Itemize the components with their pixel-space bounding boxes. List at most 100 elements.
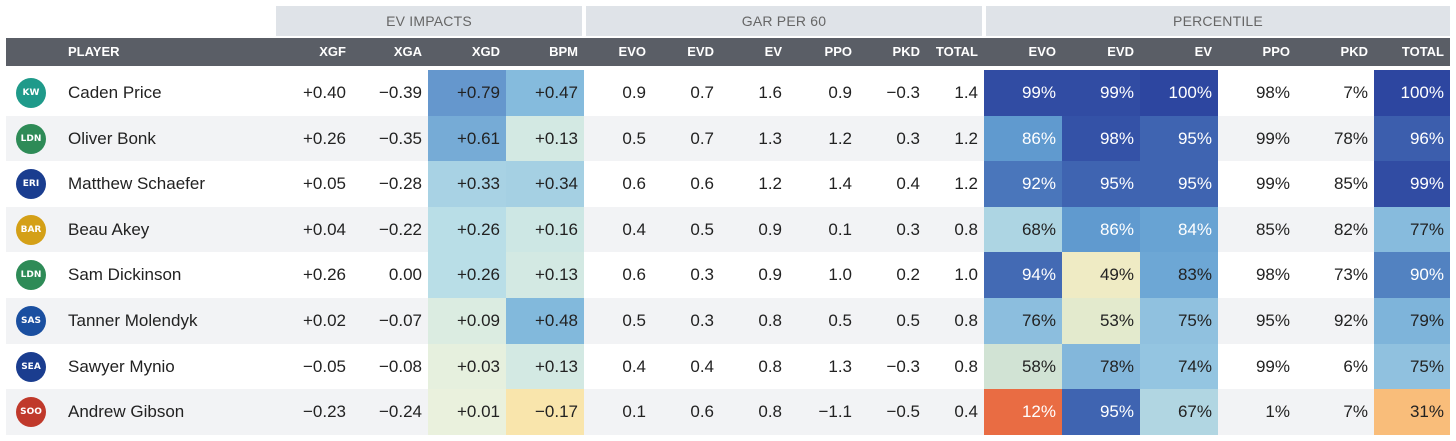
cell-gar-ppo: 1.3 <box>828 356 852 376</box>
cell-xgf: +0.04 <box>302 219 346 239</box>
cell-gar-ev: 1.6 <box>758 83 782 102</box>
cell-xga: −0.22 <box>378 219 422 239</box>
cell-xgf: +0.05 <box>302 174 346 194</box>
team-logo-icon: SAS <box>16 306 46 336</box>
column-header-player: PLAYER <box>68 44 120 59</box>
table-row: KW Caden Price +0.40 −0.39 +0.79 +0.47 0.9 0.7 1… <box>6 70 1450 116</box>
team-logo-icon: LDN <box>16 260 46 291</box>
cell-pct-evd: 49% <box>1062 252 1140 298</box>
cell-player: Oliver Bonk <box>68 128 156 148</box>
cell-gar-pkd: −0.5 <box>886 402 920 422</box>
cell-gar-ppo: 1.2 <box>828 128 852 148</box>
cell-bpm: +0.34 <box>506 161 584 207</box>
cell-player: Sawyer Mynio <box>68 356 175 376</box>
cell-gar-ppo: 1.4 <box>828 174 852 194</box>
cell-gar-ev: 0.8 <box>758 356 782 376</box>
team-logo-icon: ERI <box>16 169 46 200</box>
cell-player: Tanner Molendyk <box>68 311 198 330</box>
cell-pct-ev: 74% <box>1140 343 1218 390</box>
column-header-pct-evd: EVD <box>1107 44 1134 59</box>
cell-pct-total: 31% <box>1374 389 1450 435</box>
cell-gar-evo: 0.6 <box>622 265 646 285</box>
cell-bpm: +0.16 <box>506 206 584 253</box>
cell-pct-ev: 95% <box>1140 161 1218 207</box>
cell-pct-ppo: 95% <box>1255 311 1290 330</box>
table-row: LDN Oliver Bonk +0.26 −0.35 +0.61 +0.13 0.5 0.7… <box>6 115 1450 162</box>
cell-gar-evo: 0.9 <box>622 83 646 102</box>
cell-gar-evo: 0.5 <box>622 128 646 148</box>
team-logo-icon: SOO <box>16 397 46 428</box>
cell-pct-evo: 92% <box>984 161 1062 207</box>
cell-xga: −0.24 <box>378 402 422 422</box>
cell-pct-evd: 99% <box>1062 70 1140 116</box>
cell-pct-ev: 83% <box>1140 252 1218 298</box>
cell-pct-pkd: 73% <box>1333 265 1368 285</box>
cell-pct-evo: 76% <box>984 298 1062 344</box>
column-header-pct-evo: EVO <box>1028 44 1056 59</box>
cell-gar-evd: 0.7 <box>690 83 714 102</box>
cell-gar-ev: 0.9 <box>758 219 782 239</box>
cell-bpm: +0.47 <box>506 70 584 116</box>
group-header-ev-impacts: EV IMPACTS <box>276 6 582 36</box>
cell-xgf: +0.40 <box>302 83 346 102</box>
cell-pct-ppo: 99% <box>1255 128 1290 148</box>
cell-xgd: +0.79 <box>428 70 506 116</box>
cell-pct-total: 100% <box>1374 70 1450 116</box>
cell-pct-ppo: 99% <box>1255 356 1290 376</box>
cell-gar-evd: 0.3 <box>690 265 714 285</box>
cell-pct-total: 79% <box>1374 298 1450 344</box>
column-header-xga: XGA <box>393 44 422 59</box>
column-header-pct-pkd: PKD <box>1340 44 1368 59</box>
cell-gar-ppo: 1.0 <box>828 265 852 285</box>
cell-pct-evd: 78% <box>1062 343 1140 390</box>
table-row: SOO Andrew Gibson −0.23 −0.24 +0.01 −0.17 0.1 0… <box>6 389 1450 435</box>
cell-player: Sam Dickinson <box>68 265 182 285</box>
cell-xgd: +0.03 <box>428 343 506 390</box>
cell-pct-evd: 95% <box>1062 161 1140 207</box>
team-logo-icon: LDN <box>16 123 46 154</box>
cell-gar-total: 1.2 <box>954 128 978 148</box>
column-header-gar-total: TOTAL <box>935 44 978 59</box>
cell-xgd: +0.26 <box>428 206 506 253</box>
cell-pct-evo: 86% <box>984 115 1062 162</box>
cell-pct-evo: 68% <box>984 206 1062 253</box>
cell-player: Matthew Schaefer <box>68 174 206 194</box>
cell-xgd: +0.01 <box>428 389 506 435</box>
cell-bpm: +0.13 <box>506 115 584 162</box>
cell-player: Andrew Gibson <box>68 402 185 422</box>
cell-gar-total: 0.4 <box>954 402 978 422</box>
cell-xgd: +0.26 <box>428 252 506 298</box>
cell-gar-evo: 0.4 <box>622 219 646 239</box>
cell-pct-evd: 98% <box>1062 115 1140 162</box>
cell-gar-total: 1.0 <box>954 265 978 285</box>
team-logo-icon: SEA <box>16 351 46 382</box>
cell-gar-ev: 0.8 <box>758 402 782 422</box>
cell-gar-ppo: 0.1 <box>828 219 852 239</box>
cell-gar-evd: 0.6 <box>690 402 714 422</box>
column-header-gar-pkd: PKD <box>892 44 920 59</box>
cell-pct-total: 99% <box>1374 161 1450 207</box>
cell-gar-evo: 0.6 <box>622 174 646 194</box>
cell-gar-evd: 0.6 <box>690 174 714 194</box>
cell-xga: −0.07 <box>378 311 422 330</box>
cell-gar-total: 0.8 <box>954 219 978 239</box>
cell-pct-evd: 95% <box>1062 389 1140 435</box>
column-header-gar-ev: EV <box>764 44 782 59</box>
column-header-pct-ev: EV <box>1194 44 1212 59</box>
cell-pct-ppo: 1% <box>1265 402 1290 422</box>
cell-pct-ev: 95% <box>1140 115 1218 162</box>
team-logo-icon: BAR <box>16 214 46 245</box>
column-header-gar-evo: EVO <box>618 44 646 59</box>
column-header-pct-ppo: PPO <box>1262 44 1290 59</box>
cell-gar-evd: 0.4 <box>690 356 714 376</box>
cell-xga: −0.39 <box>378 83 422 102</box>
cell-xgf: +0.26 <box>302 265 346 285</box>
cell-player: Caden Price <box>68 83 162 102</box>
cell-gar-ppo: 0.9 <box>828 83 852 102</box>
group-header-percentile: PERCENTILE <box>986 6 1450 36</box>
cell-pct-evd: 86% <box>1062 206 1140 253</box>
cell-gar-total: 0.8 <box>954 356 978 376</box>
cell-xgf: −0.05 <box>302 356 346 376</box>
cell-gar-pkd: 0.3 <box>896 219 920 239</box>
cell-pct-pkd: 92% <box>1333 311 1368 330</box>
